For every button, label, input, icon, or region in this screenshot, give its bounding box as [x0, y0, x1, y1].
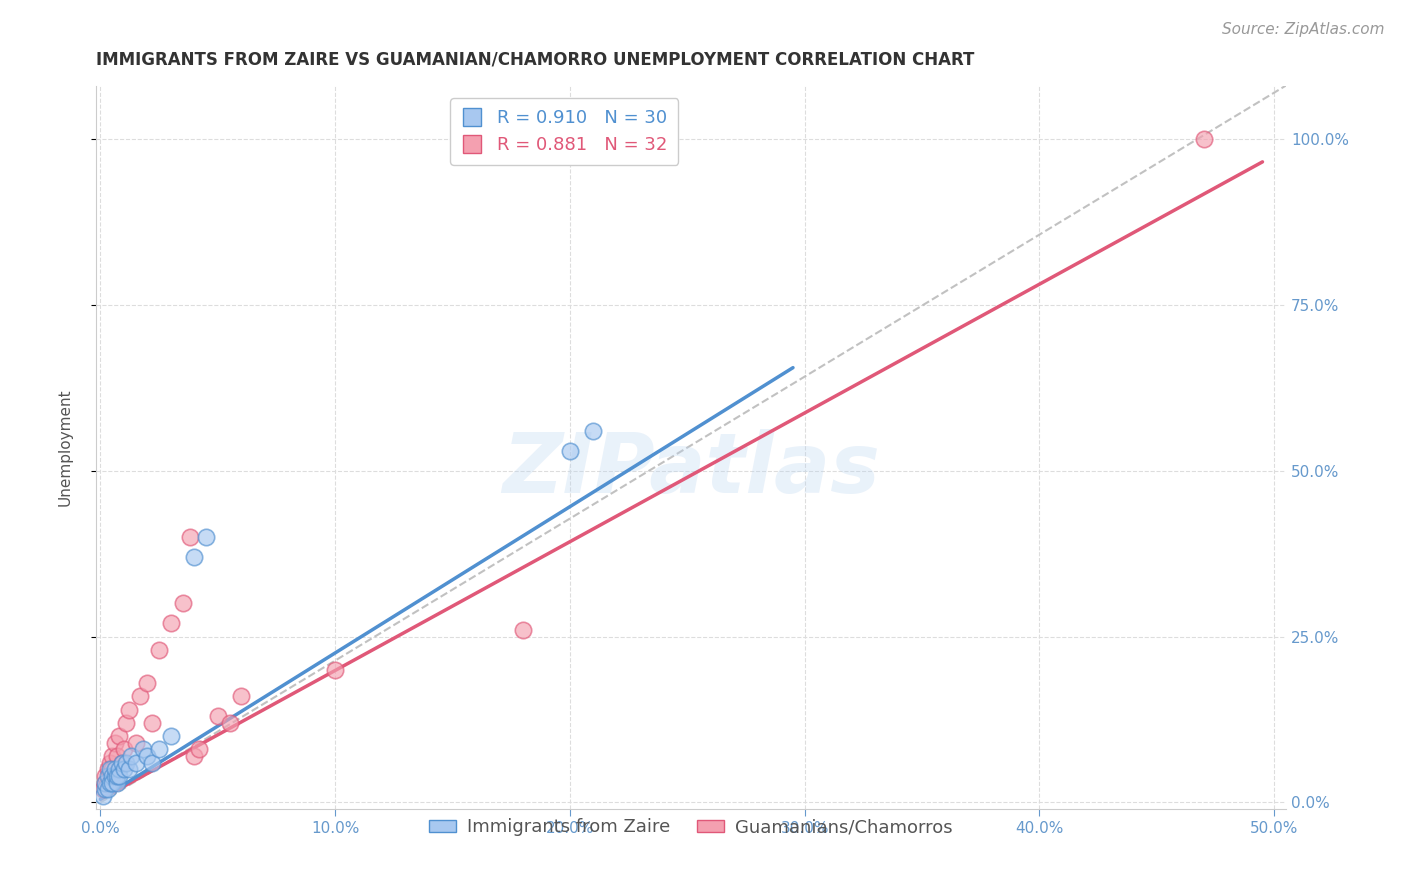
Point	[183, 749, 205, 764]
Point	[218, 715, 240, 730]
Point	[125, 736, 148, 750]
Point	[582, 424, 605, 438]
Point	[115, 756, 138, 770]
Point	[183, 549, 205, 564]
Point	[101, 769, 124, 783]
Point	[98, 756, 121, 770]
Y-axis label: Unemployment: Unemployment	[58, 389, 72, 506]
Point	[120, 749, 142, 764]
Point	[94, 769, 117, 783]
Text: ZIPatlas: ZIPatlas	[502, 428, 880, 509]
Point	[148, 642, 170, 657]
Point	[110, 756, 132, 770]
Point	[110, 756, 132, 770]
Legend: Immigrants from Zaire, Guamanians/Chamorros: Immigrants from Zaire, Guamanians/Chamor…	[422, 811, 960, 844]
Point	[103, 769, 125, 783]
Point	[108, 729, 131, 743]
Point	[148, 742, 170, 756]
Point	[98, 762, 121, 776]
Point	[558, 443, 581, 458]
Point	[91, 789, 114, 803]
Point	[91, 782, 114, 797]
Point	[141, 715, 163, 730]
Point	[101, 775, 124, 789]
Point	[136, 676, 159, 690]
Point	[112, 742, 135, 756]
Point	[94, 775, 117, 789]
Point	[160, 616, 183, 631]
Point	[118, 762, 141, 776]
Point	[94, 782, 117, 797]
Point	[112, 762, 135, 776]
Point	[103, 736, 125, 750]
Point	[207, 709, 229, 723]
Point	[118, 702, 141, 716]
Point	[129, 690, 152, 704]
Point	[188, 742, 211, 756]
Point	[96, 775, 118, 789]
Point	[105, 749, 128, 764]
Point	[108, 769, 131, 783]
Point	[179, 530, 201, 544]
Point	[96, 762, 118, 776]
Point	[323, 663, 346, 677]
Point	[160, 729, 183, 743]
Point	[512, 623, 534, 637]
Point	[101, 762, 124, 776]
Point	[101, 749, 124, 764]
Text: Source: ZipAtlas.com: Source: ZipAtlas.com	[1222, 22, 1385, 37]
Point	[195, 530, 218, 544]
Point	[141, 756, 163, 770]
Point	[172, 596, 194, 610]
Point	[132, 742, 155, 756]
Point	[96, 782, 118, 797]
Point	[103, 762, 125, 776]
Point	[98, 769, 121, 783]
Text: IMMIGRANTS FROM ZAIRE VS GUAMANIAN/CHAMORRO UNEMPLOYMENT CORRELATION CHART: IMMIGRANTS FROM ZAIRE VS GUAMANIAN/CHAMO…	[96, 51, 974, 69]
Point	[125, 756, 148, 770]
Point	[105, 775, 128, 789]
Point	[105, 769, 128, 783]
Point	[96, 769, 118, 783]
Point	[94, 775, 117, 789]
Point	[98, 775, 121, 789]
Point	[231, 690, 253, 704]
Point	[136, 749, 159, 764]
Point	[1192, 131, 1215, 145]
Point	[115, 715, 138, 730]
Point	[108, 762, 131, 776]
